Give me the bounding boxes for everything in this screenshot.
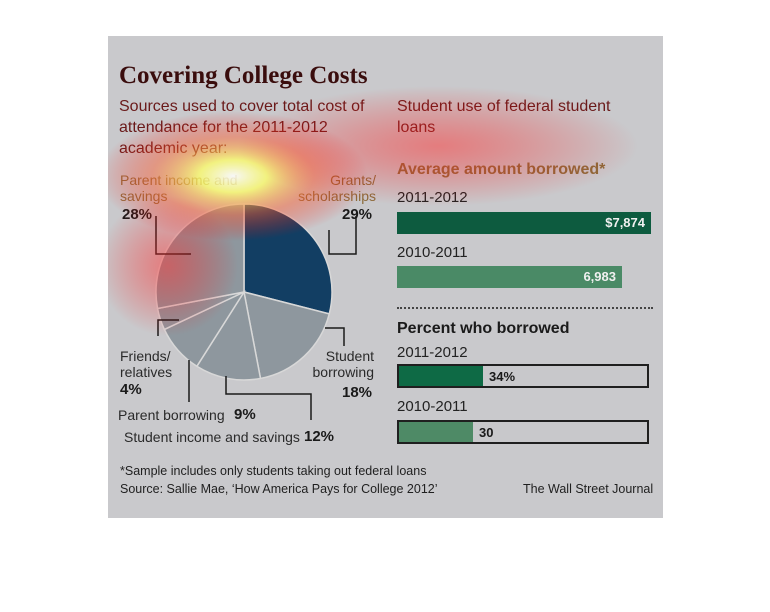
pie-value-parent-income: 28% bbox=[122, 206, 153, 223]
avg-amount-bar-2010-2011: 6,983 bbox=[397, 266, 622, 288]
section-divider bbox=[397, 307, 653, 309]
pct-year-label-1: 2010-2011 bbox=[397, 398, 468, 415]
footnote: *Sample includes only students taking ou… bbox=[120, 464, 427, 478]
percent-borrowed-heading: Percent who borrowed bbox=[397, 320, 570, 337]
pie-slice-student-income bbox=[195, 289, 262, 381]
leader-student-borrowing bbox=[325, 327, 345, 346]
pie-value-parent-borrowing: 9% bbox=[234, 406, 256, 423]
avg-amount-value-1: 6,983 bbox=[583, 269, 616, 284]
pie-label-grants: Grants/ scholarships bbox=[298, 172, 376, 204]
pct-fill-2010-2011 bbox=[399, 422, 473, 442]
pct-year-label-0: 2011-2012 bbox=[397, 344, 468, 361]
loans-subtitle: Student use of federal student loans bbox=[397, 98, 611, 136]
pie-label-friends: Friends/ relatives bbox=[120, 348, 173, 380]
pct-box-2011-2012: 34% bbox=[397, 364, 649, 388]
pct-value-1: 30 bbox=[479, 425, 494, 440]
publisher-credit: The Wall Street Journal bbox=[523, 482, 654, 496]
pie-label-student-income: Student income and savings bbox=[124, 429, 300, 445]
pie-value-grants: 29% bbox=[342, 206, 373, 223]
chart-title: Covering College Costs bbox=[119, 62, 368, 89]
pie-value-friends: 4% bbox=[120, 381, 142, 398]
pct-box-2010-2011: 30 bbox=[397, 420, 649, 444]
pct-fill-2011-2012 bbox=[399, 366, 483, 386]
avg-amount-heading: Average amount borrowed* bbox=[397, 161, 606, 178]
source-line: Source: Sallie Mae, ‘How America Pays fo… bbox=[120, 482, 438, 496]
chart-card: Covering College Costs Sources used to c… bbox=[108, 36, 663, 518]
avg-year-label-0: 2011-2012 bbox=[397, 189, 468, 206]
avg-amount-value-0: $7,874 bbox=[605, 215, 645, 230]
pie-slice-parent-income bbox=[155, 203, 245, 310]
pie-label-parent-income: Parent income and savings bbox=[120, 172, 238, 204]
pct-value-0: 34% bbox=[489, 369, 516, 384]
pie-slice-student-borrowing bbox=[243, 290, 331, 380]
pie-subtitle: Sources used to cover total cost of atte… bbox=[119, 98, 365, 157]
avg-amount-bar-2011-2012: $7,874 bbox=[397, 212, 651, 234]
pie-value-student-borrowing: 18% bbox=[342, 384, 373, 401]
pie-value-student-income: 12% bbox=[304, 428, 335, 445]
pie-label-student-borrowing: Student borrowing bbox=[312, 348, 374, 380]
pie-label-parent-borrowing: Parent borrowing bbox=[118, 407, 225, 423]
avg-year-label-1: 2010-2011 bbox=[397, 244, 468, 261]
leader-student-income bbox=[225, 376, 312, 420]
